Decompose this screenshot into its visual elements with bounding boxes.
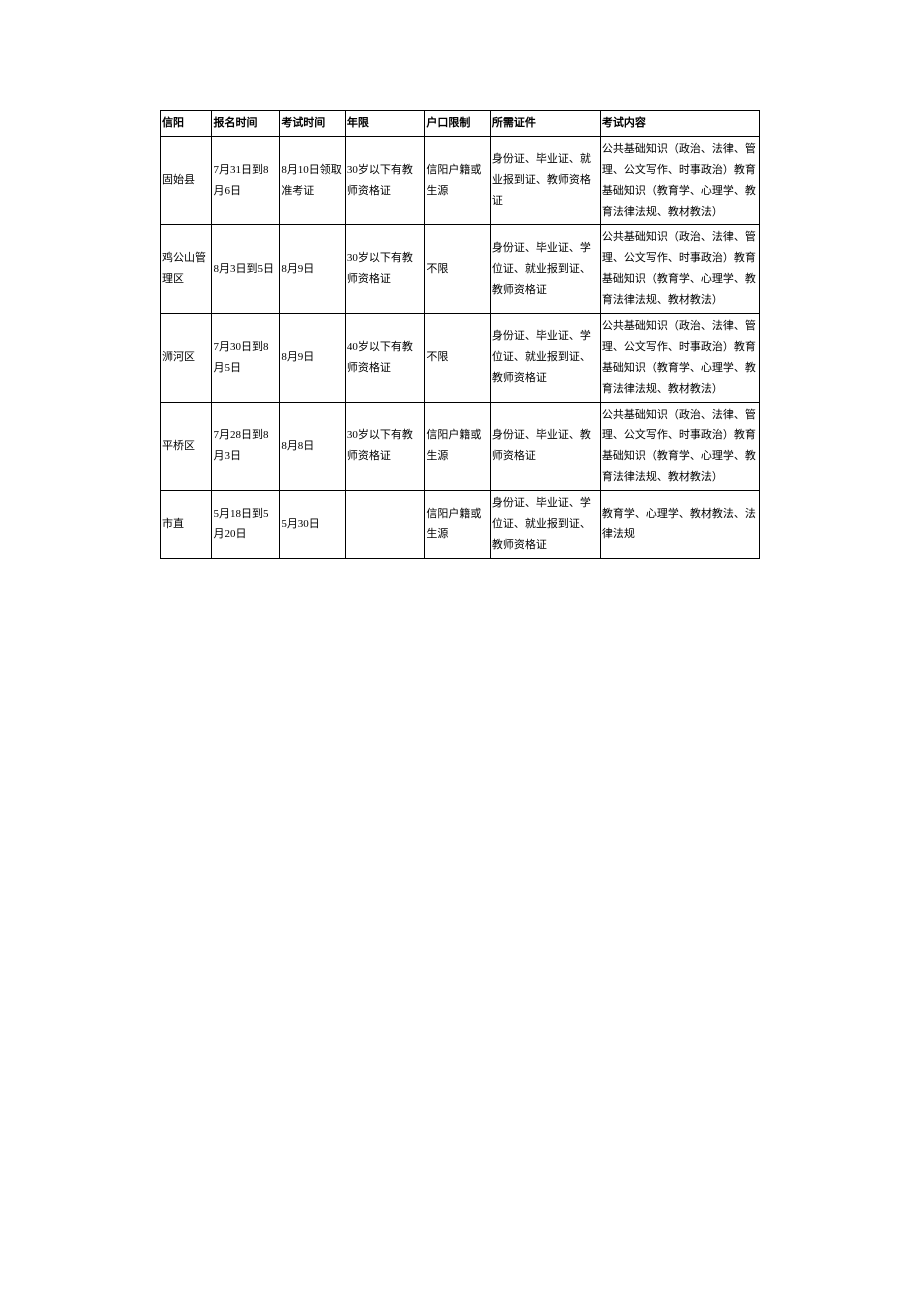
cell-docs: 身份证、毕业证、学位证、就业报到证、教师资格证 (490, 491, 600, 559)
cell-docs: 身份证、毕业证、就业报到证、教师资格证 (490, 136, 600, 225)
col-header-signup: 报名时间 (212, 111, 280, 137)
cell-hukou: 不限 (425, 314, 491, 403)
col-header-exam: 考试时间 (280, 111, 346, 137)
cell-content: 公共基础知识（政治、法律、管理、公文写作、时事政治）教育基础知识（教育学、心理学… (600, 402, 759, 491)
cell-exam: 8月9日 (280, 225, 346, 314)
cell-district: 浉河区 (161, 314, 212, 403)
cell-hukou: 信阳户籍或生源 (425, 136, 491, 225)
cell-content: 教育学、心理学、教材教法、法律法规 (600, 491, 759, 559)
cell-hukou: 不限 (425, 225, 491, 314)
table-row: 市直 5月18日到5月20日 5月30日 信阳户籍或生源 身份证、毕业证、学位证… (161, 491, 760, 559)
table-header-row: 信阳 报名时间 考试时间 年限 户口限制 所需证件 考试内容 (161, 111, 760, 137)
cell-age: 30岁以下有教师资格证 (345, 136, 425, 225)
cell-content: 公共基础知识（政治、法律、管理、公文写作、时事政治）教育基础知识（教育学、心理学… (600, 136, 759, 225)
cell-hukou: 信阳户籍或生源 (425, 491, 491, 559)
cell-docs: 身份证、毕业证、学位证、就业报到证、教师资格证 (490, 225, 600, 314)
cell-signup: 7月28日到8月3日 (212, 402, 280, 491)
table-row: 浉河区 7月30日到8月5日 8月9日 40岁以下有教师资格证 不限 身份证、毕… (161, 314, 760, 403)
cell-district: 市直 (161, 491, 212, 559)
col-header-docs: 所需证件 (490, 111, 600, 137)
col-header-age: 年限 (345, 111, 425, 137)
cell-hukou: 信阳户籍或生源 (425, 402, 491, 491)
cell-signup: 5月18日到5月20日 (212, 491, 280, 559)
cell-exam: 8月9日 (280, 314, 346, 403)
col-header-hukou: 户口限制 (425, 111, 491, 137)
table-row: 平桥区 7月28日到8月3日 8月8日 30岁以下有教师资格证 信阳户籍或生源 … (161, 402, 760, 491)
cell-docs: 身份证、毕业证、教师资格证 (490, 402, 600, 491)
table-row: 固始县 7月31日到8月6日 8月10日领取准考证 30岁以下有教师资格证 信阳… (161, 136, 760, 225)
cell-age: 30岁以下有教师资格证 (345, 402, 425, 491)
cell-age (345, 491, 425, 559)
cell-signup: 8月3日到5日 (212, 225, 280, 314)
cell-signup: 7月30日到8月5日 (212, 314, 280, 403)
col-header-district: 信阳 (161, 111, 212, 137)
cell-exam: 8月10日领取准考证 (280, 136, 346, 225)
table-row: 鸡公山管理区 8月3日到5日 8月9日 30岁以下有教师资格证 不限 身份证、毕… (161, 225, 760, 314)
cell-signup: 7月31日到8月6日 (212, 136, 280, 225)
cell-content: 公共基础知识（政治、法律、管理、公文写作、时事政治）教育基础知识（教育学、心理学… (600, 314, 759, 403)
cell-district: 固始县 (161, 136, 212, 225)
cell-district: 平桥区 (161, 402, 212, 491)
recruitment-table: 信阳 报名时间 考试时间 年限 户口限制 所需证件 考试内容 固始县 7月31日… (160, 110, 760, 559)
cell-content: 公共基础知识（政治、法律、管理、公文写作、时事政治）教育基础知识（教育学、心理学… (600, 225, 759, 314)
cell-docs: 身份证、毕业证、学位证、就业报到证、教师资格证 (490, 314, 600, 403)
cell-age: 30岁以下有教师资格证 (345, 225, 425, 314)
cell-age: 40岁以下有教师资格证 (345, 314, 425, 403)
cell-district: 鸡公山管理区 (161, 225, 212, 314)
cell-exam: 8月8日 (280, 402, 346, 491)
col-header-content: 考试内容 (600, 111, 759, 137)
cell-exam: 5月30日 (280, 491, 346, 559)
